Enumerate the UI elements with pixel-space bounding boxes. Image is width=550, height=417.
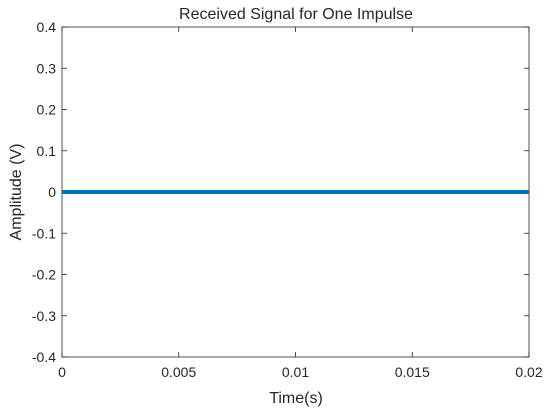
y-tick-label: -0.4 bbox=[32, 349, 56, 365]
x-tick-label: 0.02 bbox=[515, 364, 542, 380]
x-tick-label: 0.01 bbox=[282, 364, 309, 380]
x-axis: 0 0.005 0.01 0.015 0.02 bbox=[58, 27, 543, 380]
y-tick-label: -0.2 bbox=[32, 267, 56, 283]
y-tick-label: -0.1 bbox=[32, 225, 56, 241]
x-tick-label: 0.005 bbox=[161, 364, 196, 380]
chart-title: Received Signal for One Impulse bbox=[179, 6, 413, 23]
y-tick-label: 0 bbox=[48, 184, 56, 200]
y-tick-label: 0.3 bbox=[37, 60, 57, 76]
x-tick-label: 0.015 bbox=[395, 364, 430, 380]
y-tick-label: 0.1 bbox=[37, 143, 57, 159]
y-axis: -0.4 -0.3 -0.2 -0.1 0 0.1 0.2 0.3 0.4 bbox=[32, 19, 529, 365]
y-tick-label: 0.4 bbox=[37, 19, 57, 35]
y-tick-label: 0.2 bbox=[37, 102, 57, 118]
x-axis-label: Time(s) bbox=[269, 390, 323, 407]
y-tick-label: -0.3 bbox=[32, 308, 56, 324]
y-axis-label: Amplitude (V) bbox=[8, 144, 25, 241]
x-tick-label: 0 bbox=[58, 364, 66, 380]
